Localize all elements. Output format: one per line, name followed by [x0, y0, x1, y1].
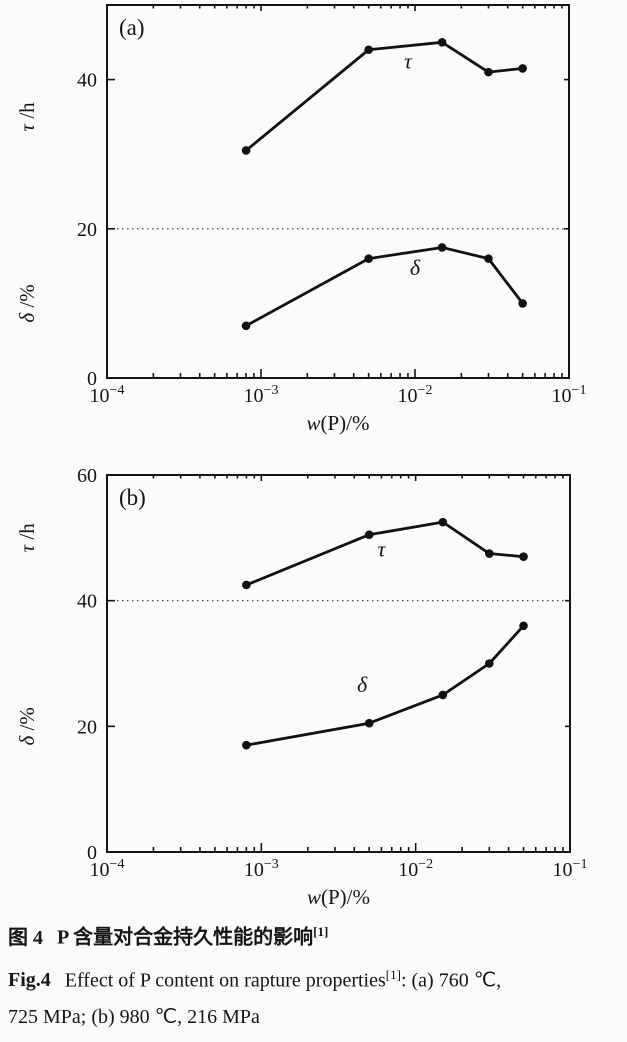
caption-zh: 图 4 P 含量对合金持久性能的影响[1] — [8, 920, 620, 950]
y-tick-label: 40 — [77, 591, 97, 613]
series-line — [244, 246, 525, 328]
caption-zh-figno: 图 4 — [8, 926, 43, 949]
caption-en-figno: Fig.4 — [8, 969, 51, 992]
data-point — [485, 549, 494, 558]
data-point — [518, 64, 527, 73]
data-point — [437, 243, 447, 252]
series-label: δ — [410, 255, 421, 280]
data-point — [242, 740, 251, 750]
data-point — [484, 67, 493, 77]
series-label: δ — [357, 672, 368, 697]
data-point — [438, 690, 448, 700]
data-point — [438, 517, 448, 527]
data-point — [485, 659, 494, 668]
series-tau: τ — [242, 517, 528, 590]
caption-zh-citation: [1] — [313, 924, 329, 939]
x-tick-label: 10−2 — [398, 383, 433, 407]
series-tau: τ — [241, 38, 527, 155]
data-point — [484, 254, 493, 263]
y-tick-label: 20 — [77, 219, 97, 241]
plot-frame — [106, 474, 571, 853]
x-axis-title: w(P)/% — [307, 885, 370, 909]
panel-label: (a) — [119, 15, 145, 40]
y-axis-title: τ /h — [15, 523, 39, 553]
series-line — [244, 40, 525, 152]
data-point — [364, 45, 373, 55]
y-tick-label: 0 — [87, 368, 97, 390]
caption-en-line2: 725 MPa; (b) 980 ℃, 216 MPa — [8, 1006, 260, 1029]
data-point — [242, 580, 251, 590]
series-delta: δ — [241, 243, 527, 331]
x-axis-title: w(P)/% — [306, 411, 369, 435]
y-axis-title: δ /% — [15, 284, 39, 322]
series-label: τ — [404, 48, 413, 73]
caption-en-line1: Fig.4 Effect of P content on rapture prop… — [8, 963, 620, 993]
data-point — [518, 299, 527, 308]
series-line — [244, 624, 525, 747]
series-delta: δ — [242, 621, 528, 750]
y-axis-title: τ /h — [15, 102, 39, 132]
chart-panel-a: 10−4 10−3 10−2 10−1 0 20 40 (a) w(P)/% τ /h τ δ /% δ — [0, 0, 627, 455]
data-point — [364, 718, 374, 728]
y-tick-label: 40 — [77, 70, 97, 92]
y-tick-label: 60 — [77, 465, 97, 487]
x-tick-label: 10−3 — [244, 383, 279, 407]
data-point — [241, 321, 251, 331]
caption-en-citation: [1] — [385, 966, 401, 982]
panel-label: (b) — [119, 485, 146, 510]
data-point — [241, 146, 251, 155]
caption-en-conditions-a: : (a) 760 ℃, — [400, 969, 502, 992]
series-label: τ — [377, 537, 386, 562]
data-point — [519, 621, 528, 631]
chart-panel-b: 10−4 10−3 10−2 10−1 0 20 40 60 (b) w(P)/% τ /h τ δ /… — [0, 455, 627, 917]
data-point — [519, 552, 528, 561]
y-axis-title: δ /% — [15, 707, 39, 745]
caption-zh-text: P 含量对合金持久性能的影响 — [57, 926, 314, 949]
y-tick-label: 20 — [77, 716, 97, 738]
y-tick-label: 0 — [87, 842, 97, 864]
x-tick-label: 10−1 — [552, 383, 587, 407]
x-tick-label: 10−1 — [553, 857, 588, 881]
data-point — [364, 254, 373, 263]
data-point — [364, 530, 374, 539]
x-tick-label: 10−3 — [244, 857, 279, 881]
caption-en-text: Effect of P content on rapture propertie… — [64, 969, 386, 992]
x-tick-label: 10−2 — [398, 857, 433, 881]
data-point — [437, 38, 447, 47]
plot-frame — [106, 4, 570, 379]
